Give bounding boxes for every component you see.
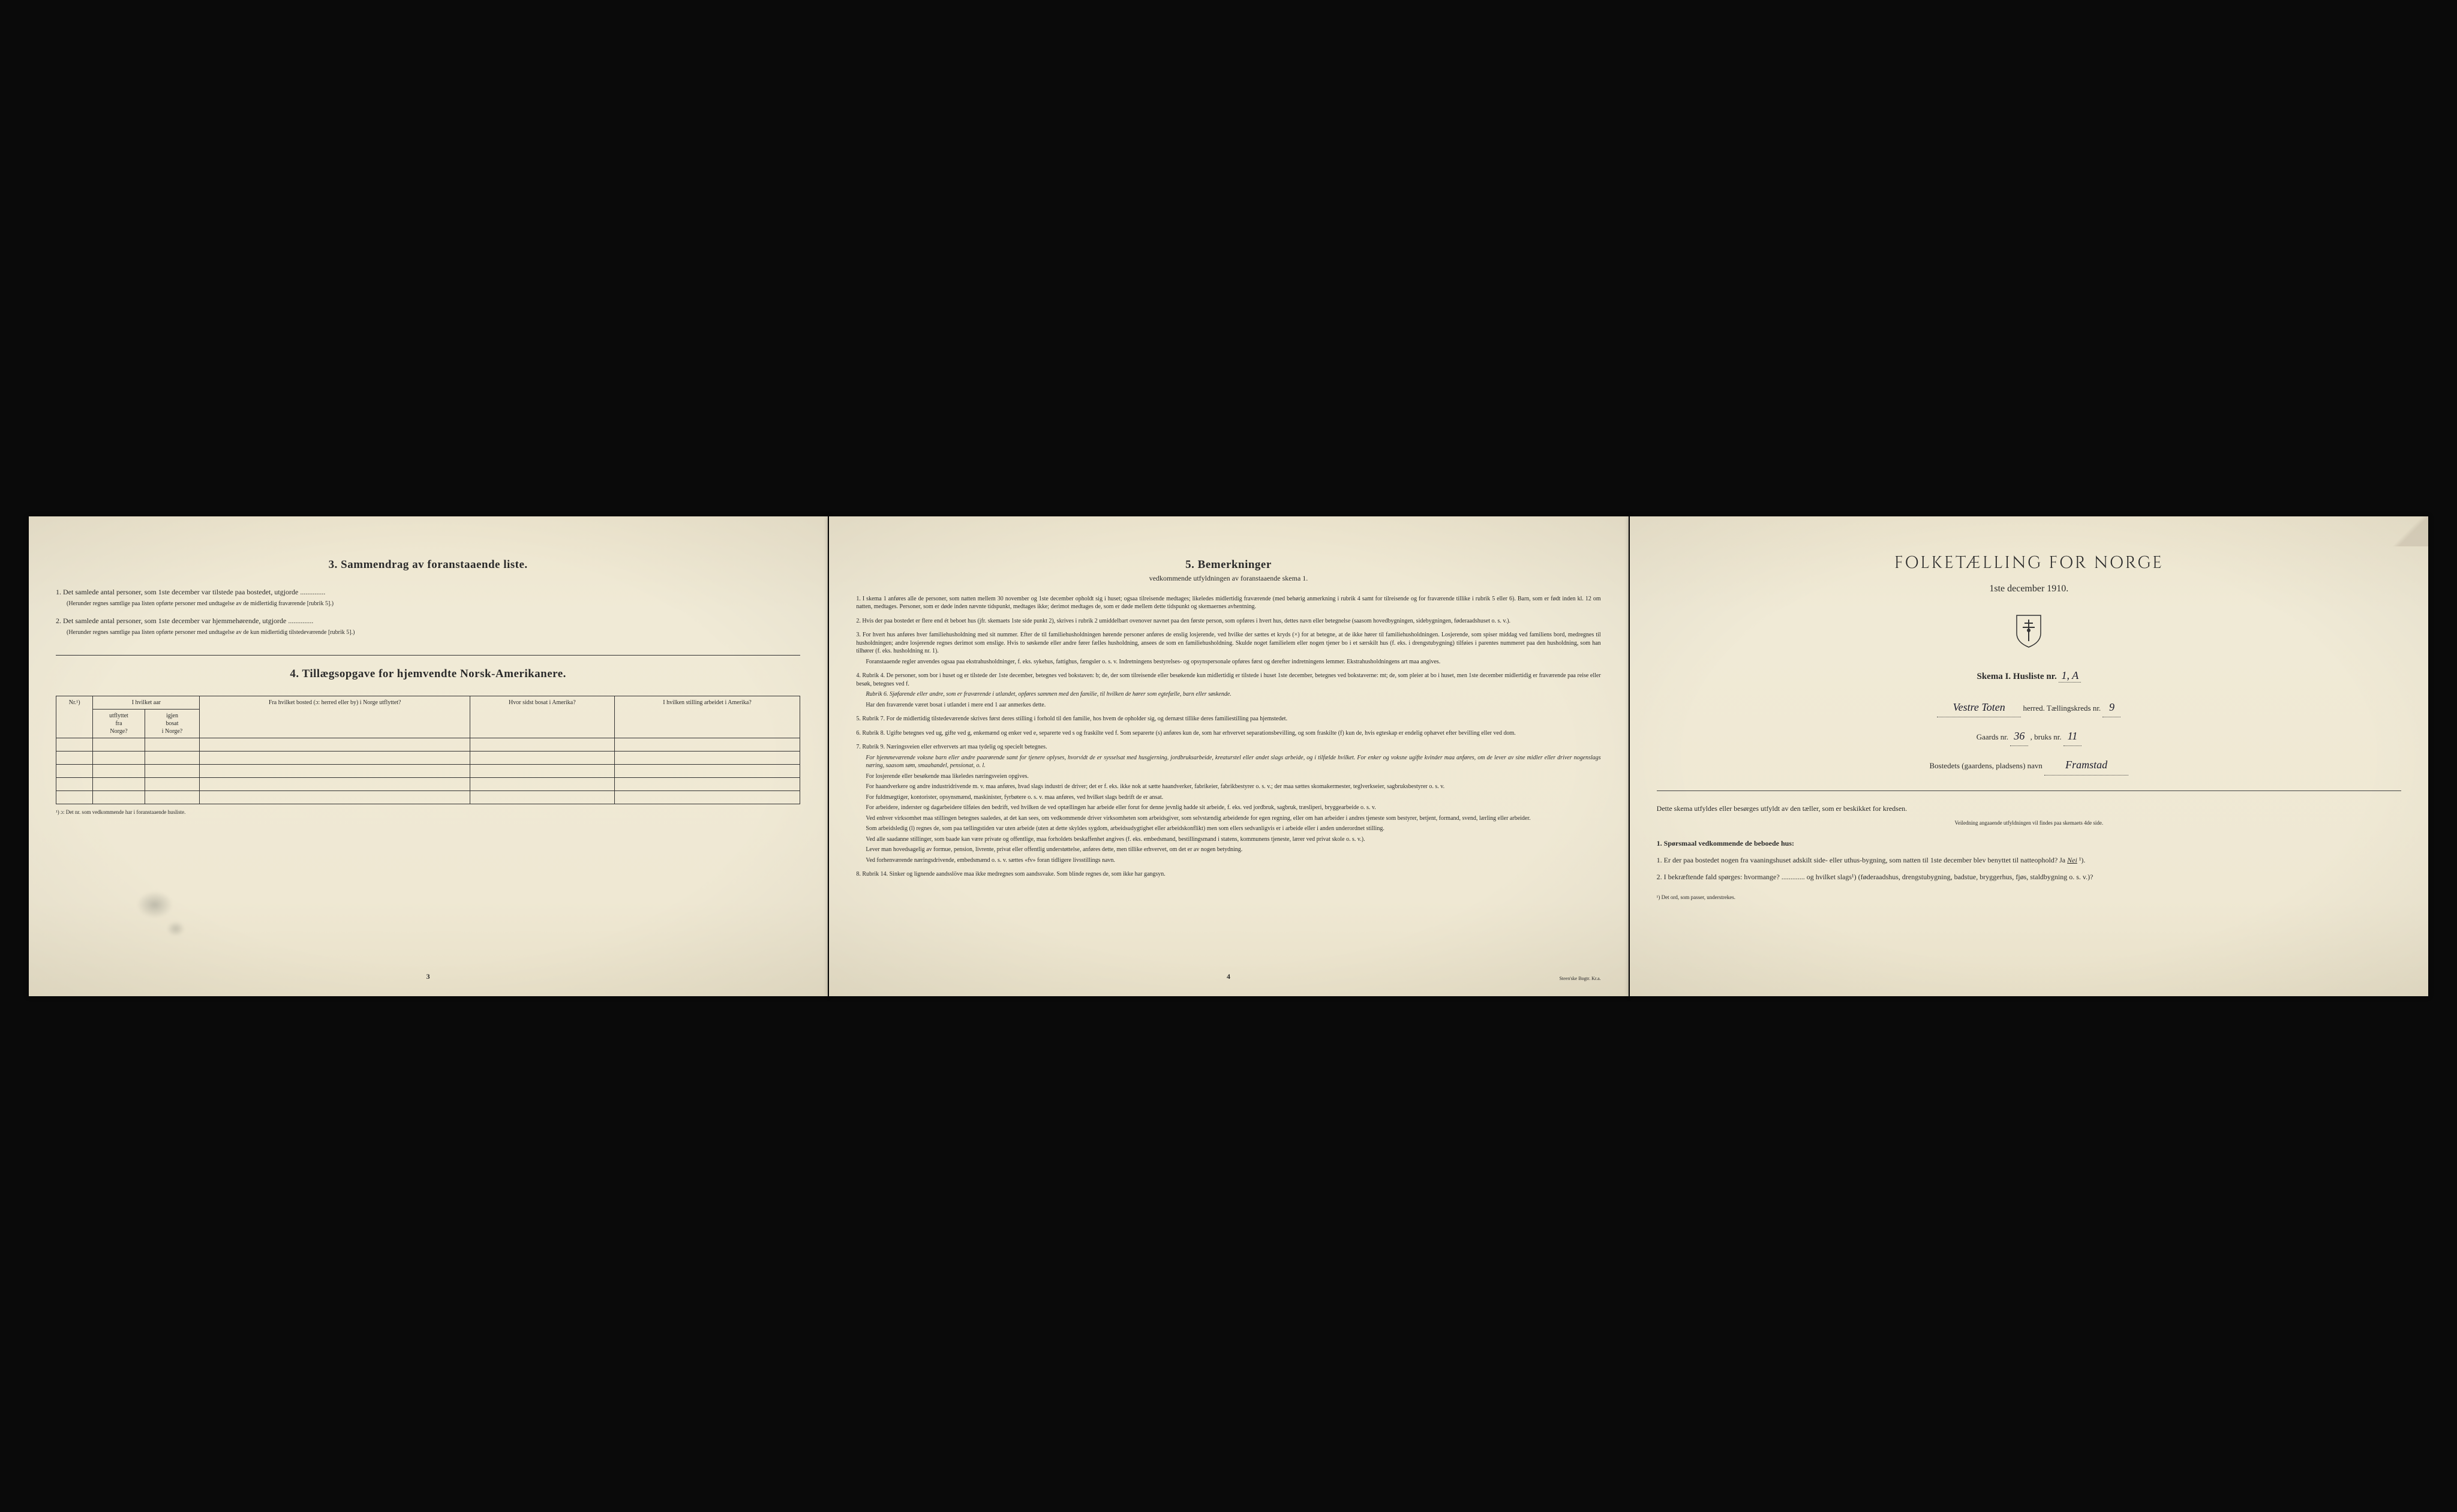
remark-1: 1. I skema 1 anføres alle de personer, s…	[856, 595, 1600, 611]
r7p7: Som arbeidsledig (l) regnes de, som paa …	[866, 825, 1600, 833]
table-row	[56, 790, 800, 804]
r7p4: For fuldmægtiger, kontorister, opsynsmæn…	[866, 793, 1600, 802]
th-nr: Nr.¹)	[56, 696, 93, 738]
r7p8: Ved alle saadanne stillinger, som baade …	[866, 835, 1600, 844]
census-main-title: FOLKETÆLLING FOR NORGE	[1657, 552, 2401, 575]
torn-corner	[2392, 516, 2428, 546]
cover-divider	[1657, 790, 2401, 791]
bosted-value: Framstad	[2044, 755, 2128, 775]
r7p3: For haandverkere og andre industridriven…	[866, 783, 1600, 791]
instruction-fine: Veiledning angaaende utfyldningen vil fi…	[1657, 820, 2401, 826]
section-4-title: 4. Tillægsopgave for hjemvendte Norsk-Am…	[56, 668, 800, 681]
r7p9: Lever man hovedsagelig av formue, pensio…	[866, 846, 1600, 854]
skema-label: Skema I. Husliste nr.	[1977, 672, 2056, 681]
questions-block: 1. Spørsmaal vedkommende de beboede hus:…	[1657, 838, 2401, 882]
paper-stain	[137, 891, 173, 918]
gaards-value: 36	[2010, 726, 2028, 746]
norway-coat-of-arms-icon	[1657, 612, 2401, 651]
r7p10: Ved forhenværende næringsdrivende, embed…	[866, 856, 1600, 865]
remark-7-main: 7. Rubrik 9. Næringsveien eller erhverve…	[856, 744, 1047, 750]
item2-text: 2. Det samlede antal personer, som 1ste …	[56, 617, 313, 625]
table-row	[56, 777, 800, 790]
remark-4: 4. Rubrik 4. De personer, som bor i huse…	[856, 672, 1600, 709]
divider	[56, 655, 800, 656]
remark-4-extra2: Har den fraværende været bosat i utlande…	[866, 701, 1600, 710]
page-number-3: 3	[426, 972, 430, 981]
remark-7: 7. Rubrik 9. Næringsveien eller erhverve…	[856, 743, 1600, 864]
printer-mark: Steen'ske Bogtr. Kr.a.	[1559, 976, 1600, 981]
r7p2: For losjerende eller besøkende maa likel…	[866, 772, 1600, 781]
bosted-label: Bostedets (gaardens, pladsens) navn	[1929, 761, 2042, 770]
th-igjen: igjenbosati Norge?	[145, 709, 200, 738]
r7p5: For arbeidere, inderster og dagarbeidere…	[866, 804, 1600, 812]
table-row	[56, 738, 800, 751]
section-5-title: 5. Bemerkninger	[856, 558, 1600, 572]
cover-footnote: ¹) Det ord, som passer, understrekes.	[1657, 894, 2401, 900]
herred-row: Vestre Toten herred. Tællingskreds nr. 9	[1657, 698, 2401, 717]
cover-page: FOLKETÆLLING FOR NORGE 1ste december 191…	[1630, 516, 2428, 996]
section-3-title: 3. Sammendrag av foranstaaende liste.	[56, 558, 800, 572]
remark-3: 3. For hvert hus anføres hver familiehus…	[856, 631, 1600, 666]
skema-line: Skema I. Husliste nr. 1, A	[1657, 669, 2401, 683]
th-bosted: Fra hvilket bosted (ɔ: herred eller by) …	[200, 696, 470, 738]
page-4: 5. Bemerkninger vedkommende utfyldningen…	[829, 516, 1628, 996]
th-stilling: I hvilken stilling arbeidet i Amerika?	[614, 696, 800, 738]
remark-2: 2. Hvis der paa bostedet er flere end ét…	[856, 617, 1600, 626]
th-amerika: Hvor sidst bosat i Amerika?	[470, 696, 615, 738]
item1-note: (Herunder regnes samtlige paa listen opf…	[67, 600, 800, 608]
item1-text: 1. Det samlede antal personer, som 1ste …	[56, 588, 325, 596]
remarks-list: 1. I skema 1 anføres alle de personer, s…	[856, 595, 1600, 879]
section-3-item-1: 1. Det samlede antal personer, som 1ste …	[56, 587, 800, 608]
table-row	[56, 751, 800, 764]
herred-value: Vestre Toten	[1937, 698, 2021, 717]
page-3: 3. Sammendrag av foranstaaende liste. 1.…	[29, 516, 828, 996]
gaards-label: Gaards nr.	[1977, 732, 2008, 741]
remark-8: 8. Rubrik 14. Sinker og lignende aandssl…	[856, 870, 1600, 879]
table-footnote: ¹) ɔ: Det nr. som vedkommende har i fora…	[56, 809, 800, 815]
q1-sup: ¹).	[2079, 856, 2086, 864]
remark-4-main: 4. Rubrik 4. De personer, som bor i huse…	[856, 672, 1600, 687]
herred-label: herred. Tællingskreds nr.	[2023, 704, 2101, 713]
remark-3-extra: Foranstaaende regler anvendes ogsaa paa …	[866, 658, 1600, 666]
paper-stain-2	[167, 921, 185, 936]
r7p1: For hjemmeværende voksne barn eller andr…	[866, 754, 1600, 770]
table-row	[56, 764, 800, 777]
remark-5: 5. Rubrik 7. For de midlertidig tilstede…	[856, 715, 1600, 723]
th-aar-group: I hvilket aar	[93, 696, 200, 709]
r7p6: Ved enhver virksomhet maa stillingen bet…	[866, 814, 1600, 823]
bruks-label: , bruks nr.	[2031, 732, 2062, 741]
remark-4-extra1: Rubrik 6. Sjøfarende eller andre, som er…	[866, 690, 1600, 699]
remark-3-main: 3. For hvert hus anføres hver familiehus…	[856, 632, 1600, 654]
q-heading: 1. Spørsmaal vedkommende de beboede hus:	[1657, 838, 2401, 849]
section-5-subtitle: vedkommende utfyldningen av foranstaaend…	[856, 574, 1600, 583]
bruks-value: 11	[2063, 726, 2081, 746]
remark-6: 6. Rubrik 8. Ugifte betegnes ved ug, gif…	[856, 729, 1600, 738]
question-2: 2. I bekræftende fald spørges: hvormange…	[1657, 871, 2401, 882]
q1-answer: Nei	[2067, 856, 2077, 864]
section-3-item-2: 2. Det samlede antal personer, som 1ste …	[56, 615, 800, 637]
census-date: 1ste december 1910.	[1657, 584, 2401, 594]
tellingskreds-value: 9	[2102, 698, 2120, 717]
document-spread: 3. Sammendrag av foranstaaende liste. 1.…	[29, 516, 2428, 996]
th-utflyttet: utflyttetfraNorge?	[93, 709, 145, 738]
husliste-nr-value: 1, A	[2059, 669, 2081, 683]
norsk-amerikanere-table: Nr.¹) I hvilket aar Fra hvilket bosted (…	[56, 696, 800, 804]
question-1: 1. Er der paa bostedet nogen fra vaaning…	[1657, 855, 2401, 865]
gaards-row: Gaards nr. 36 , bruks nr. 11	[1657, 726, 2401, 746]
page-number-4: 4	[1227, 972, 1230, 981]
item2-note: (Herunder regnes samtlige paa listen opf…	[67, 629, 800, 637]
q1-text: 1. Er der paa bostedet nogen fra vaaning…	[1657, 856, 2065, 864]
bosted-row: Bostedets (gaardens, pladsens) navn Fram…	[1657, 755, 2401, 775]
instruction-text: Dette skema utfyldes eller besørges utfy…	[1657, 803, 2401, 814]
